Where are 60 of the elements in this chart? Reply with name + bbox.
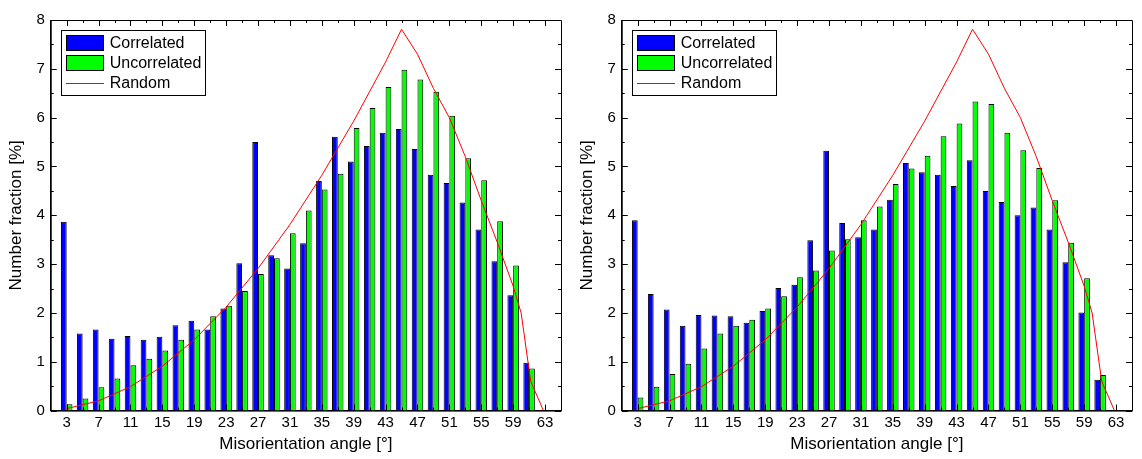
x-tick-label: 19 [185,412,203,430]
x-tick-label: 7 [94,412,103,430]
x-tick-label: 23 [788,412,806,430]
legend-label: Uncorrelated [680,53,773,73]
y-tick-label: 1 [36,351,45,369]
y-tick-label: 0 [36,400,45,418]
x-tick-label: 7 [665,412,674,430]
y-tick-label: 2 [607,303,616,321]
x-tick-label: 55 [472,412,490,430]
y-tick-label: 3 [607,254,616,272]
x-tick-label: 35 [313,412,331,430]
y-tick-label: 1 [607,351,616,369]
x-tick-label: 27 [249,412,267,430]
x-tick-label: 27 [820,412,838,430]
x-tick-label: 3 [633,412,642,430]
x-tick-label: 3 [62,412,71,430]
x-tick-label: 11 [122,412,139,430]
y-tick-label: 5 [36,156,45,174]
x-tick-label: 47 [409,412,426,430]
y-axis-title: Number fraction [%] [576,140,596,291]
y-tick-label: 6 [607,107,616,125]
y-tick-label: 3 [36,254,45,272]
x-tick-label: 43 [948,412,965,430]
y-tick-label: 5 [607,156,616,174]
x-tick-label: 35 [884,412,902,430]
y-tick-label: 7 [607,58,616,76]
y-tick-label: 0 [607,400,616,418]
y-tick-label: 4 [607,205,616,223]
legend-label: Uncorrelated [109,53,202,73]
x-axis-title: Misorientation angle [°] [219,434,393,454]
x-tick-label: 63 [1107,412,1125,430]
x-axis-title: Misorientation angle [°] [790,434,964,454]
y-tick-label: 4 [36,205,45,223]
x-tick-label: 47 [980,412,997,430]
x-tick-label: 15 [154,412,171,430]
x-tick-label: 39 [916,412,934,430]
x-tick-label: 23 [217,412,235,430]
x-tick-label: 51 [441,412,458,430]
x-tick-label: 59 [1075,412,1093,430]
y-axis-title: Number fraction [%] [5,140,25,291]
y-tick-label: 8 [36,10,45,28]
x-tick-label: 55 [1043,412,1061,430]
x-tick-label: 19 [756,412,774,430]
x-tick-label: 59 [504,412,522,430]
x-tick-label: 15 [725,412,742,430]
x-tick-label: 43 [377,412,394,430]
x-tick-label: 31 [281,412,299,430]
legend-label: Random [109,73,171,93]
y-tick-label: 6 [36,107,45,125]
legend-label: Correlated [680,33,756,53]
x-tick-label: 39 [345,412,363,430]
x-tick-label: 63 [536,412,554,430]
legend-label: Random [680,73,742,93]
x-tick-label: 11 [693,412,710,430]
x-tick-label: 51 [1012,412,1029,430]
x-tick-label: 31 [852,412,870,430]
y-tick-label: 2 [36,303,45,321]
legend-label: Correlated [109,33,185,53]
y-tick-label: 7 [36,58,45,76]
y-tick-label: 8 [607,10,616,28]
